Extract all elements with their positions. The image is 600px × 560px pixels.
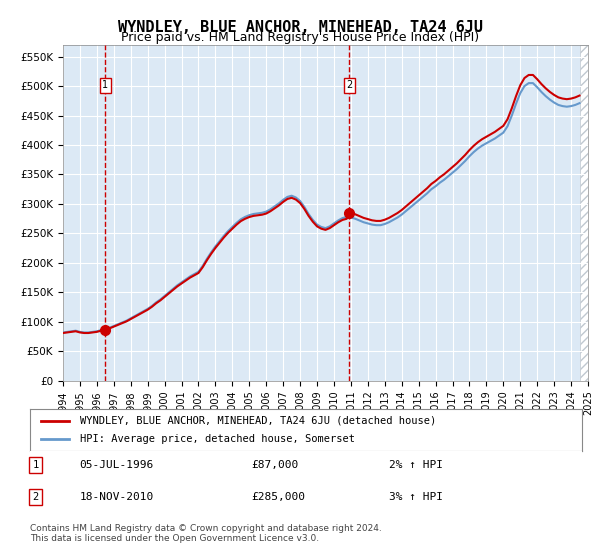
Text: WYNDLEY, BLUE ANCHOR, MINEHEAD, TA24 6JU: WYNDLEY, BLUE ANCHOR, MINEHEAD, TA24 6JU xyxy=(118,20,482,35)
Text: 1: 1 xyxy=(32,460,38,470)
Text: 2: 2 xyxy=(32,492,38,502)
Text: 2: 2 xyxy=(346,80,352,90)
Text: 3% ↑ HPI: 3% ↑ HPI xyxy=(389,492,443,502)
Text: Contains HM Land Registry data © Crown copyright and database right 2024.
This d: Contains HM Land Registry data © Crown c… xyxy=(30,524,382,543)
Text: £87,000: £87,000 xyxy=(251,460,298,470)
Text: HPI: Average price, detached house, Somerset: HPI: Average price, detached house, Some… xyxy=(80,434,355,444)
Text: 1: 1 xyxy=(102,80,109,90)
Bar xyxy=(580,45,588,381)
Text: 18-NOV-2010: 18-NOV-2010 xyxy=(80,492,154,502)
Text: £285,000: £285,000 xyxy=(251,492,305,502)
Text: WYNDLEY, BLUE ANCHOR, MINEHEAD, TA24 6JU (detached house): WYNDLEY, BLUE ANCHOR, MINEHEAD, TA24 6JU… xyxy=(80,416,436,426)
Text: 2% ↑ HPI: 2% ↑ HPI xyxy=(389,460,443,470)
Text: Price paid vs. HM Land Registry's House Price Index (HPI): Price paid vs. HM Land Registry's House … xyxy=(121,31,479,44)
Text: 05-JUL-1996: 05-JUL-1996 xyxy=(80,460,154,470)
